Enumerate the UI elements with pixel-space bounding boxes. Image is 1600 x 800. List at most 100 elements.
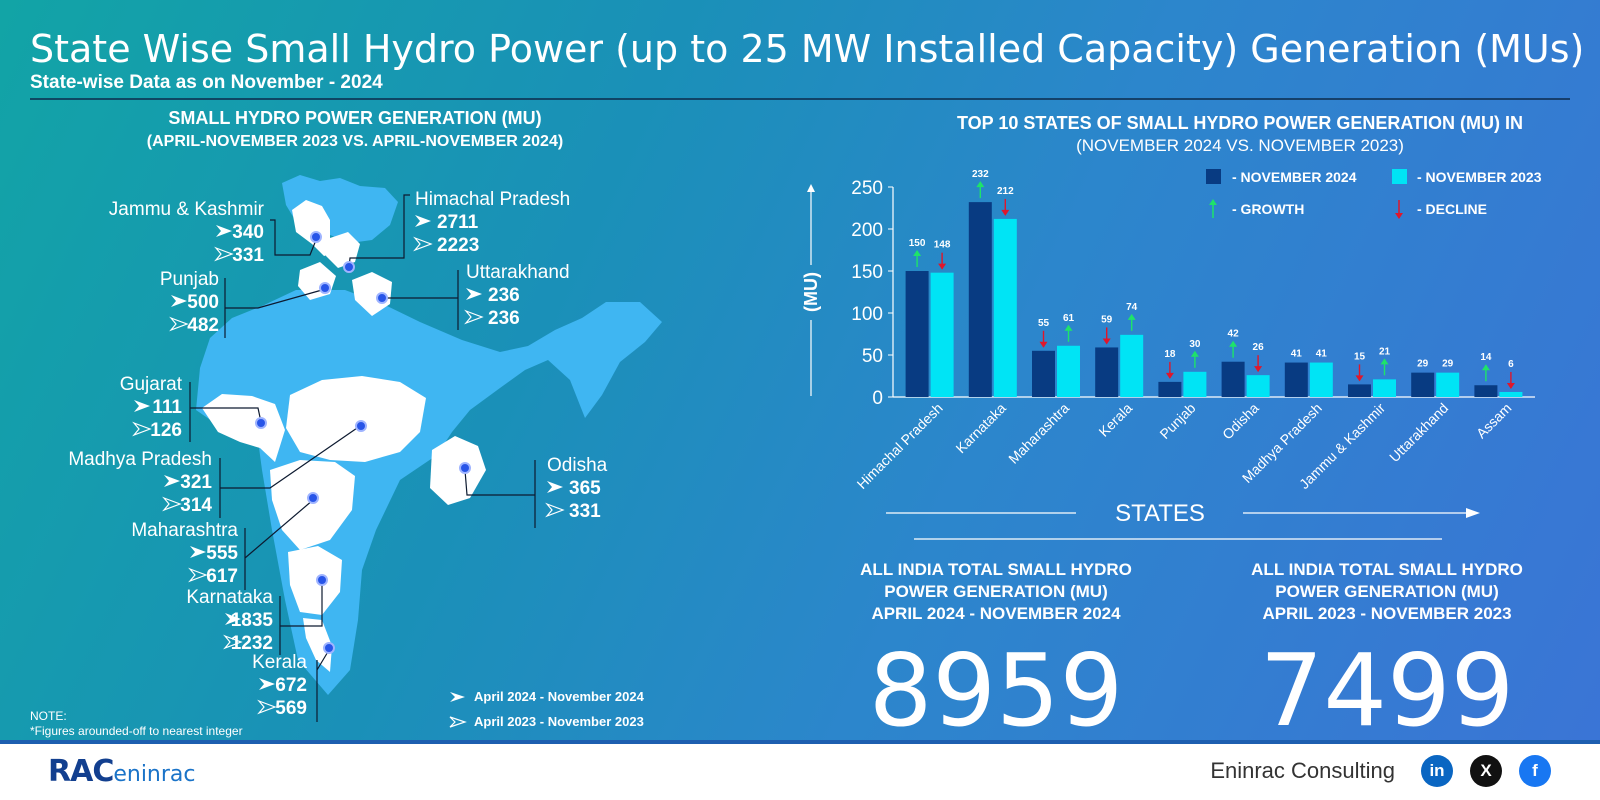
value-2023: 482 — [187, 315, 219, 336]
data-label: 6 — [1508, 359, 1514, 370]
callout-leader-line — [244, 499, 314, 590]
data-label: 15 — [1354, 351, 1366, 362]
filled-arrow-icon — [450, 692, 465, 702]
footer: RACeninrac Eninrac Consulting in X f — [0, 740, 1600, 800]
bar-nov-2024 — [1032, 350, 1055, 397]
infographic-canvas: State Wise Small Hydro Power (up to 25 M… — [30, 72, 1570, 740]
bar-nov-2023 — [1436, 372, 1460, 397]
bar-nov-2024 — [1221, 361, 1245, 397]
decline-arrow-head-icon — [1001, 209, 1010, 216]
total-left-value: 8959 — [869, 632, 1124, 740]
value-2024: 2711 — [437, 212, 479, 233]
total-right-label-3: APRIL 2023 - NOVEMBER 2023 — [1262, 604, 1511, 623]
location-dot-icon — [255, 417, 267, 429]
data-label: 26 — [1253, 342, 1265, 353]
bar-nov-2024 — [1158, 381, 1182, 397]
bar-nov-2023 — [1183, 371, 1207, 397]
value-2024: 672 — [275, 675, 307, 696]
decline-arrow-head-icon — [938, 263, 947, 270]
bar-nov-2023 — [1309, 362, 1333, 397]
value-2023: 314 — [180, 495, 212, 516]
state-name: Himachal Pradesh — [415, 189, 570, 210]
location-dot-icon — [323, 642, 335, 654]
decline-arrow-head-icon — [1355, 375, 1364, 382]
x-tick-label: Maharashtra — [1005, 400, 1072, 467]
value-2024: 1835 — [231, 610, 274, 631]
bar-nov-2023 — [930, 272, 954, 397]
data-label: 150 — [909, 238, 926, 249]
facebook-icon[interactable]: f — [1519, 755, 1551, 787]
filled-arrow-icon — [225, 613, 241, 625]
growth-arrow-head-icon — [1481, 364, 1490, 371]
callout-leader-line — [464, 460, 536, 528]
legend-label-nov-2023: - NOVEMBER 2023 — [1417, 169, 1542, 185]
page-subtitle: State-wise Data as on November - 2024 — [30, 72, 383, 93]
y-tick-label: 150 — [851, 262, 883, 283]
map-state-uttarakhand — [352, 272, 392, 316]
value-2023: 331 — [232, 245, 264, 266]
bar-nov-2024 — [1411, 372, 1435, 397]
total-right-label-1: ALL INDIA TOTAL SMALL HYDRO — [1251, 560, 1523, 579]
total-left-label-3: APRIL 2024 - NOVEMBER 2024 — [871, 604, 1121, 623]
x-tick-label: Odisha — [1219, 400, 1262, 443]
value-2023: 569 — [275, 698, 307, 719]
brand-logo[interactable]: RACeninrac — [48, 754, 196, 789]
value-2023: 236 — [488, 308, 520, 329]
location-dot-icon — [310, 231, 322, 243]
total-left: ALL INDIA TOTAL SMALL HYDRO POWER GENERA… — [860, 560, 1132, 740]
callout-leader-line — [224, 278, 323, 338]
value-2024: 555 — [206, 543, 238, 564]
data-label: 41 — [1291, 349, 1303, 360]
location-dot-icon — [307, 492, 319, 504]
note-text: *Figures arounded-off to nearest integer — [30, 724, 243, 738]
data-label: 74 — [1126, 302, 1138, 313]
chart-subtitle: (NOVEMBER 2024 VS. NOVEMBER 2023) — [1076, 136, 1404, 155]
bar-nov-2024 — [1474, 385, 1498, 397]
logo-main: RAC — [48, 754, 114, 789]
data-label: 212 — [997, 186, 1014, 197]
bar-nov-2023 — [1373, 379, 1396, 397]
legend-swatch-nov-2023 — [1392, 169, 1407, 184]
data-label: 30 — [1189, 339, 1201, 350]
bar-chart: 0 50 100 150 200 250 150 148 Himachal Pradesh 232… — [851, 169, 1535, 492]
value-2023: 2223 — [437, 235, 479, 256]
map-state-maharashtra — [270, 460, 355, 550]
outline-arrow-icon — [223, 634, 243, 650]
chart-title: TOP 10 STATES OF SMALL HYDRO POWER GENER… — [957, 113, 1523, 133]
filled-arrow-icon — [216, 225, 232, 237]
growth-arrow-head-icon — [1380, 358, 1389, 365]
india-map — [196, 175, 662, 695]
bar-nov-2024 — [968, 202, 992, 397]
outline-arrow-icon — [169, 316, 189, 332]
decline-arrow-head-icon — [1254, 366, 1263, 373]
outline-arrow-icon — [464, 309, 484, 325]
map-state-karnataka — [288, 546, 342, 615]
map-state-kerala — [303, 618, 332, 672]
state-name: Gujarat — [120, 374, 183, 395]
bar-nov-2023 — [1057, 345, 1080, 397]
legend-outline-label: April 2023 - November 2023 — [474, 714, 644, 729]
bar-nov-2024 — [1095, 347, 1119, 397]
outline-arrow-icon — [545, 502, 565, 518]
y-tick-label: 200 — [851, 220, 883, 241]
x-icon[interactable]: X — [1470, 755, 1502, 787]
state-name: Uttarakhand — [466, 262, 570, 283]
data-label: 232 — [972, 169, 989, 180]
state-name: Karnataka — [186, 587, 273, 608]
value-2024: 365 — [569, 478, 601, 499]
map-state-madhya-pradesh — [286, 376, 426, 462]
total-left-label-1: ALL INDIA TOTAL SMALL HYDRO — [860, 560, 1132, 579]
map-heading-sub: (APRIL-NOVEMBER 2023 VS. APRIL-NOVEMBER … — [147, 133, 563, 150]
value-2023: 331 — [569, 501, 601, 522]
x-tick-label: Karnataka — [952, 400, 1009, 457]
outline-arrow-icon — [257, 699, 277, 715]
callout-leader-line — [279, 582, 323, 655]
linkedin-icon[interactable]: in — [1421, 755, 1453, 787]
callout-leader-line — [270, 219, 317, 256]
note-label: NOTE: — [30, 709, 67, 723]
state-name: Punjab — [160, 269, 219, 290]
